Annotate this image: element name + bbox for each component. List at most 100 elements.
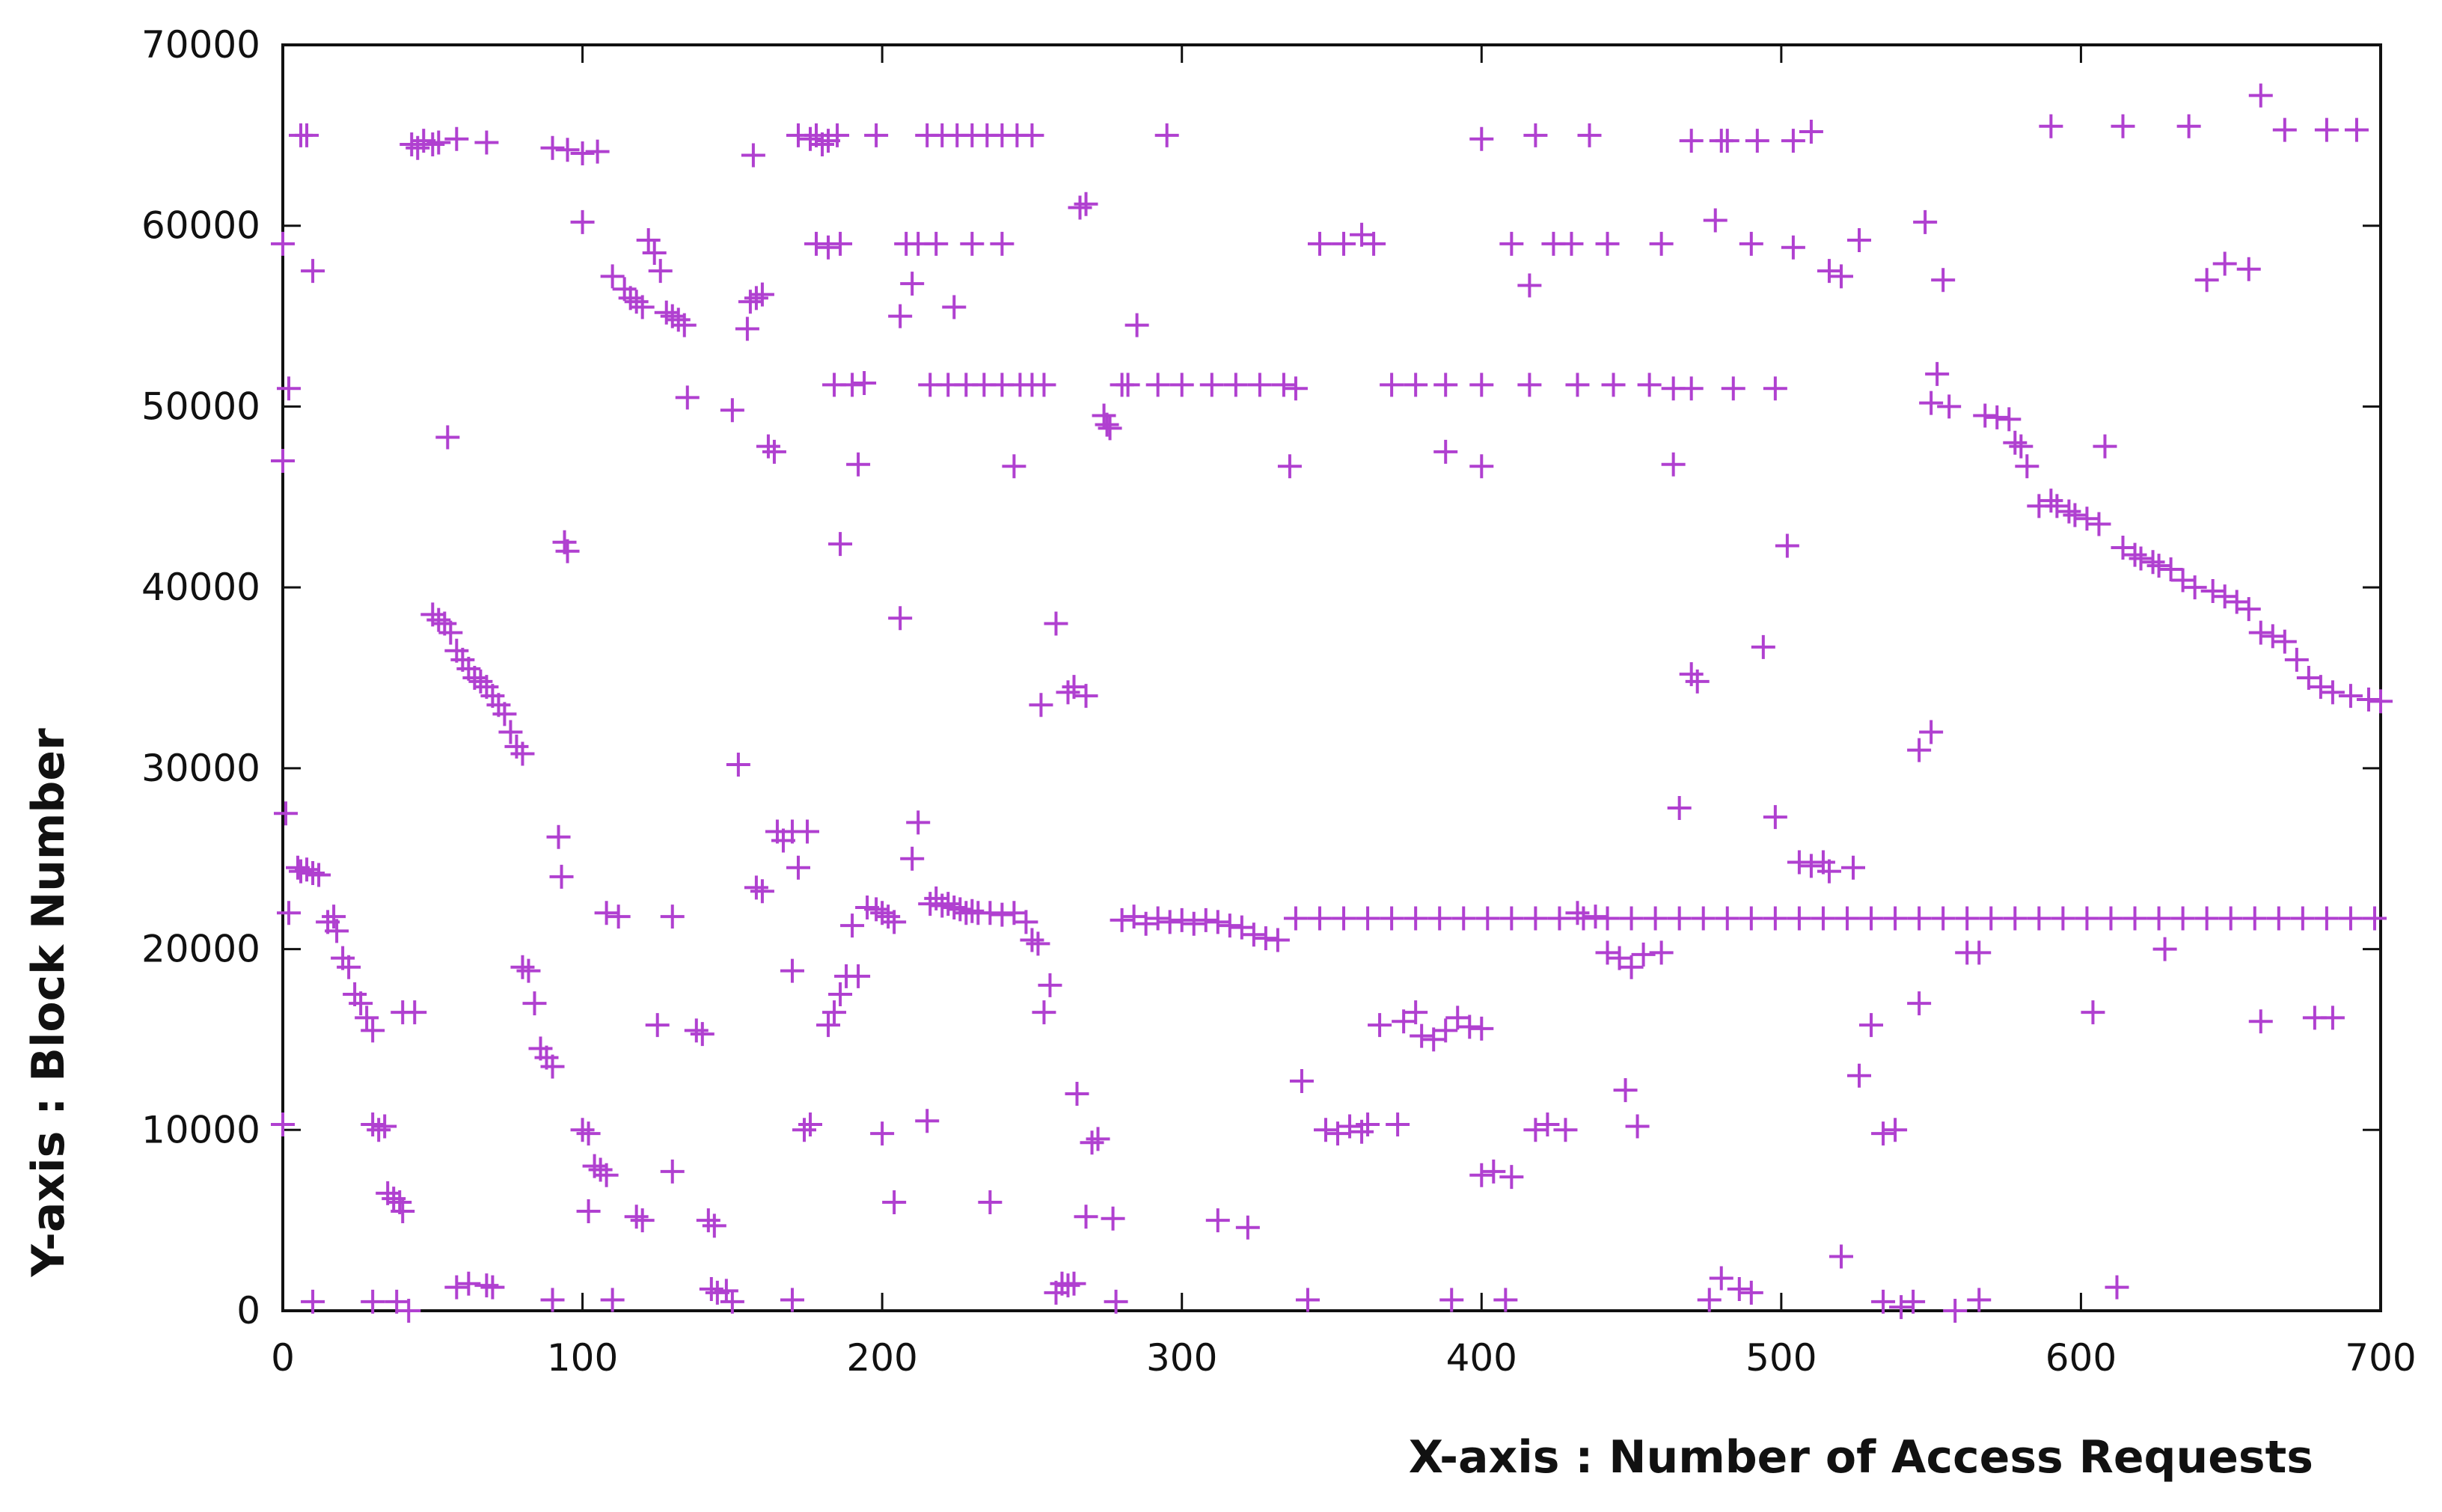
- data-point: [2140, 550, 2165, 575]
- data-point: [870, 901, 895, 925]
- data-point: [816, 235, 841, 260]
- data-point: [1565, 373, 1590, 397]
- y-axis-ticks: 0 10000 20000 30000 40000 50000 60000 70000: [141, 23, 2381, 1332]
- data-point: [1871, 1289, 1896, 1314]
- data-point: [376, 1181, 400, 1205]
- data-point: [1817, 859, 1841, 884]
- data-point: [510, 741, 535, 766]
- data-point: [846, 964, 871, 988]
- data-point: [2003, 906, 2028, 931]
- data-point: [1907, 991, 1932, 1016]
- data-point: [1020, 928, 1044, 952]
- data-point: [756, 434, 780, 459]
- data-point: [1883, 906, 1908, 931]
- x-tick-label: 300: [1146, 1336, 1217, 1380]
- data-point: [2284, 647, 2309, 672]
- y-tick-label: 40000: [141, 566, 260, 609]
- data-point: [373, 1114, 397, 1139]
- data-point: [274, 801, 299, 826]
- data-point: [1997, 407, 2022, 432]
- data-point: [648, 259, 673, 284]
- data-point: [882, 1190, 907, 1214]
- data-point: [1032, 1000, 1056, 1025]
- data-point: [1751, 634, 1775, 659]
- data-point: [642, 240, 667, 265]
- data-point: [361, 1112, 385, 1137]
- y-tick-label: 60000: [141, 204, 260, 248]
- data-point: [301, 259, 325, 284]
- data-point: [792, 1118, 816, 1142]
- data-point: [684, 1018, 709, 1043]
- data-point: [588, 1157, 613, 1182]
- data-point: [1517, 373, 1542, 397]
- data-point: [1307, 906, 1332, 931]
- data-point: [1781, 129, 1805, 153]
- data-point: [1068, 195, 1092, 220]
- data-point: [1074, 1205, 1098, 1229]
- data-point: [570, 209, 595, 234]
- data-point: [1871, 1121, 1896, 1146]
- data-point: [726, 753, 750, 777]
- data-point: [2320, 680, 2345, 705]
- data-point: [1086, 1127, 1110, 1151]
- data-point: [1451, 906, 1476, 931]
- data-point: [915, 1109, 940, 1133]
- data-point: [1739, 231, 1763, 256]
- data-point: [1404, 906, 1428, 931]
- data-point: [798, 1112, 823, 1137]
- data-point: [750, 879, 774, 904]
- data-point: [1781, 235, 1805, 260]
- data-point: [2123, 906, 2147, 931]
- data-point: [1110, 373, 1134, 397]
- data-point: [795, 819, 819, 844]
- data-point: [1601, 373, 1626, 397]
- data-point: [1253, 926, 1278, 951]
- data-point: [2003, 430, 2028, 455]
- data-point: [714, 1279, 738, 1303]
- data-point: [960, 899, 985, 923]
- data-point: [2170, 568, 2195, 593]
- data-point: [1619, 955, 1644, 979]
- data-point: [1697, 1288, 1722, 1312]
- data-point: [1065, 1081, 1089, 1106]
- data-point: [2290, 906, 2315, 931]
- data-point: [1217, 913, 1242, 938]
- data-point: [2338, 684, 2363, 708]
- data-point: [2242, 906, 2267, 931]
- data-point: [295, 857, 319, 882]
- data-point: [289, 859, 313, 884]
- data-point: [367, 1118, 391, 1142]
- data-point: [600, 264, 625, 289]
- data-point: [948, 897, 973, 922]
- data-point: [1925, 361, 1950, 386]
- data-point: [825, 123, 850, 147]
- data-point: [295, 123, 319, 147]
- data-point: [741, 143, 765, 168]
- data-point: [1074, 684, 1098, 708]
- data-point: [1056, 680, 1080, 705]
- data-point: [1289, 1069, 1314, 1094]
- y-tick-label: 70000: [141, 23, 260, 67]
- data-point: [1625, 1114, 1650, 1139]
- data-point: [1955, 906, 1980, 931]
- data-point: [1577, 123, 1602, 147]
- data-point: [2194, 268, 2219, 293]
- data-point: [1643, 906, 1668, 931]
- data-point: [349, 991, 373, 1016]
- data-point: [1277, 454, 1302, 479]
- data-point: [624, 290, 649, 314]
- data-point: [1840, 855, 1865, 880]
- data-point: [1338, 1114, 1362, 1139]
- data-point: [1709, 1266, 1733, 1291]
- data-point: [750, 282, 774, 307]
- data-point: [576, 1121, 601, 1146]
- data-point: [1595, 231, 1620, 256]
- data-point: [744, 875, 768, 900]
- data-point: [555, 539, 580, 563]
- data-point: [1235, 1215, 1260, 1240]
- data-point: [1380, 906, 1404, 931]
- data-point: [1583, 905, 1608, 929]
- data-point: [2170, 906, 2195, 931]
- y-tick-label: 30000: [141, 747, 260, 790]
